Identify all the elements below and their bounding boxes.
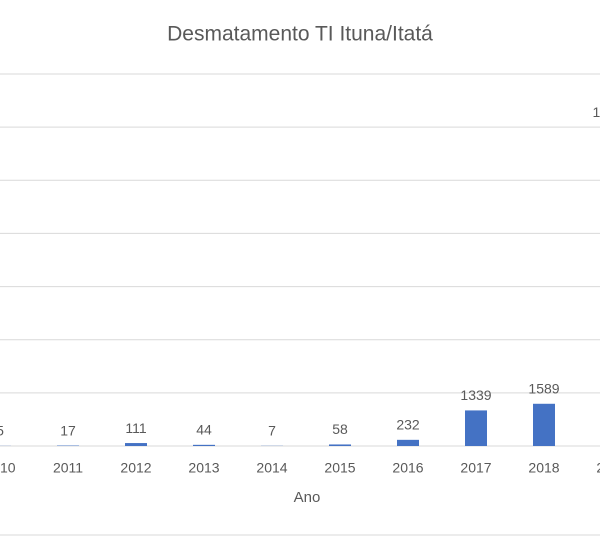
chart-title: Desmatamento TI Ituna/Itatá	[167, 23, 433, 46]
bar	[329, 444, 351, 446]
x-tick-label: 2019	[596, 460, 600, 476]
x-tick-label: 2015	[324, 460, 355, 476]
x-tick-label: 2014	[256, 460, 287, 476]
bar	[125, 443, 147, 446]
x-tick-label: 2012	[120, 460, 151, 476]
x-tick-label: 2013	[188, 460, 219, 476]
data-label: 1589	[528, 380, 559, 396]
data-label: 5	[0, 423, 4, 439]
bar	[465, 410, 487, 446]
data-label: 17	[60, 422, 76, 438]
x-tick-label: 2010	[0, 460, 16, 476]
x-axis-label: Ano	[294, 489, 321, 506]
x-tick-label: 2016	[392, 460, 423, 476]
bar	[193, 444, 215, 446]
x-tick-label: 2011	[53, 460, 83, 476]
data-label: 1339	[460, 387, 491, 403]
x-tick-label: 2018	[528, 460, 559, 476]
bar	[397, 439, 419, 446]
x-tick-label: 2017	[460, 460, 491, 476]
data-label: 111	[125, 420, 146, 436]
data-label: 44	[196, 422, 212, 438]
data-label: 58	[332, 421, 348, 437]
bar	[533, 403, 555, 446]
data-label: 12000	[593, 104, 600, 120]
data-label: 7	[268, 423, 276, 439]
data-label: 232	[396, 417, 420, 433]
